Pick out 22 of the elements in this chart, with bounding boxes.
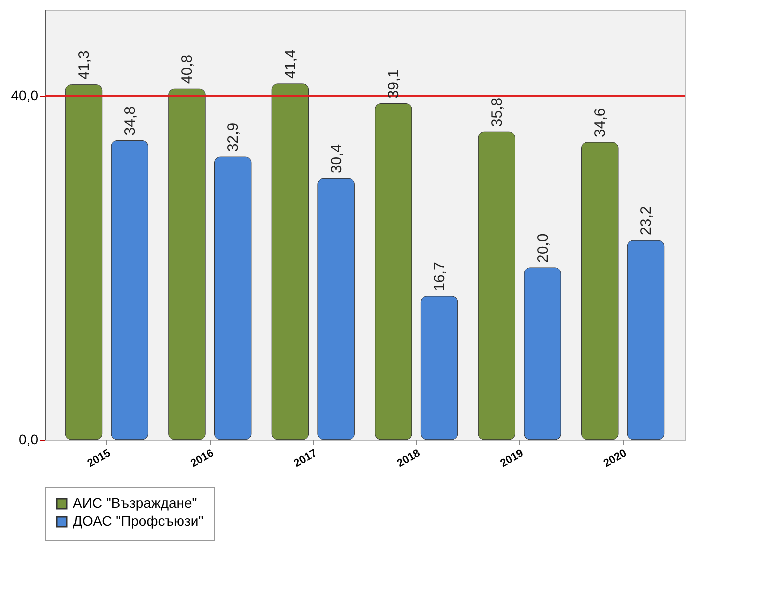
legend-label: АИС "Възраждане"	[73, 495, 198, 511]
x-tick-label: 2020	[602, 448, 630, 470]
data-label: 32,9	[225, 122, 242, 152]
data-label: 23,2	[638, 206, 656, 236]
x-tick-label: 2017	[292, 448, 320, 470]
legend-label: ДОАС "Профсъюзи"	[73, 513, 204, 529]
data-label: 41,3	[76, 50, 93, 80]
y-tick-label: 40,0	[11, 88, 39, 104]
data-label: 20,0	[534, 234, 552, 263]
x-tick-label: 2019	[498, 448, 526, 470]
data-label: 41,4	[282, 50, 300, 79]
x-tick-label: 2018	[395, 448, 423, 470]
data-label: 16,7	[432, 262, 449, 292]
x-tick-label: 2016	[188, 448, 216, 470]
data-label: 34,8	[122, 106, 139, 136]
data-label: 39,1	[386, 70, 403, 99]
data-label: 30,4	[328, 144, 346, 174]
data-label: 35,8	[488, 98, 506, 128]
x-tick-label: 2015	[86, 448, 113, 470]
data-label: 34,6	[592, 108, 610, 138]
data-label: 40,8	[179, 54, 196, 84]
y-tick-label: 0,0	[19, 432, 39, 448]
